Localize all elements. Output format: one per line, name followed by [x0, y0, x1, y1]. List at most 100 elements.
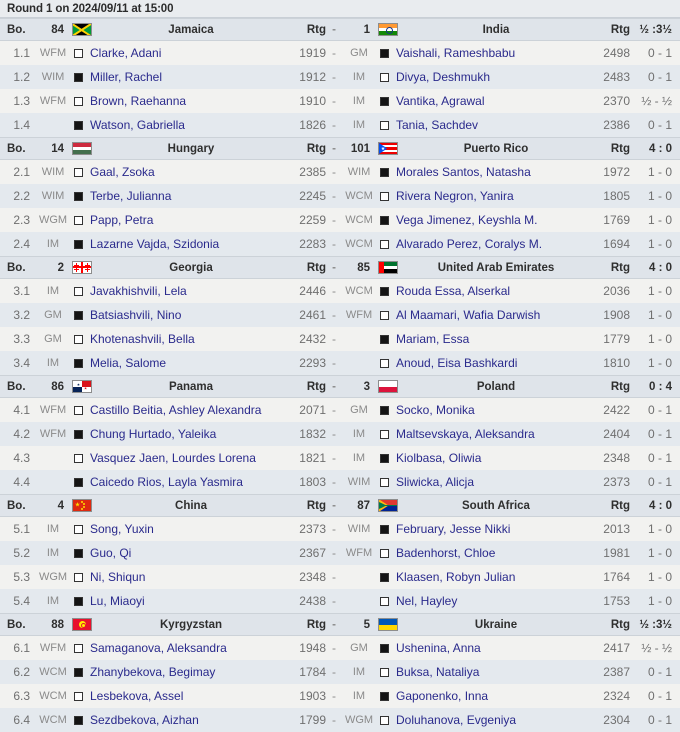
home-player-rating: 2446 [299, 284, 326, 298]
away-player-name[interactable]: Badenhorst, Chloe [396, 546, 496, 560]
away-player-title: GM [350, 404, 368, 416]
home-team-name[interactable]: Panama [168, 380, 214, 393]
away-player-name[interactable]: Rivera Negron, Yanira [396, 189, 514, 203]
board-number: 5.1 [13, 522, 30, 536]
home-player-title: WCM [39, 690, 67, 702]
home-team-rank: 2 [57, 261, 64, 274]
column-header-rtg-home: Rtg [306, 261, 326, 274]
home-player-name[interactable]: Song, Yuxin [90, 522, 154, 536]
away-team-name[interactable]: Poland [476, 380, 516, 393]
home-player-name[interactable]: Miller, Rachel [90, 70, 163, 84]
home-player-name[interactable]: Lesbekova, Assel [90, 689, 184, 703]
home-player-rating: 2293 [299, 356, 326, 370]
home-player-cell: 5.3 WGM Ni, Shiqun 2348- [0, 570, 342, 584]
home-player-name[interactable]: Gaal, Zsoka [90, 165, 155, 179]
away-player-name[interactable]: Gaponenko, Inna [396, 689, 489, 703]
away-player-name[interactable]: Vaishali, Rameshbabu [396, 46, 516, 60]
away-player-rating: 2483 [603, 70, 630, 84]
away-player-name[interactable]: Tania, Sachdev [396, 118, 479, 132]
home-player-cell: 4.1 WFM Castillo Beitia, Ashley Alexandra 2… [0, 403, 342, 417]
board-number: 6.3 [13, 689, 30, 703]
away-player-name[interactable]: Nel, Hayley [396, 594, 458, 608]
home-team-name[interactable]: Hungary [167, 142, 215, 155]
away-player-name[interactable]: February, Jesse Nikki [396, 522, 511, 536]
home-player-title: IM [46, 595, 60, 607]
away-team-name[interactable]: India [482, 23, 510, 36]
home-player-rating: 1803 [299, 475, 326, 489]
away-player-name[interactable]: Rouda Essa, Alserkal [396, 284, 511, 298]
away-player-name[interactable]: Klaasen, Robyn Julian [396, 570, 516, 584]
home-player-name[interactable]: Khotenashvili, Bella [90, 332, 195, 346]
home-player-title: WFM [39, 404, 67, 416]
home-player-rating: 1784 [299, 665, 326, 679]
home-team-name[interactable]: China [175, 499, 207, 512]
home-player-color-square [70, 334, 86, 344]
home-player-name[interactable]: Javakhishvili, Lela [90, 284, 187, 298]
column-header-dash: - [332, 618, 336, 631]
home-player-cell: 5.1 IM Song, Yuxin 2373- [0, 522, 342, 536]
home-team-name[interactable]: Georgia [169, 261, 213, 274]
away-player-name[interactable]: Alvarado Perez, Coralys M. [396, 237, 543, 251]
away-player-name[interactable]: Anoud, Eisa Bashkardi [396, 356, 518, 370]
board-row: 4.3 Vasquez Jaen, Lourdes Lorena 1821- IM Ki… [0, 446, 680, 470]
board-number: 2.1 [13, 165, 30, 179]
away-player-name[interactable]: Kiolbasa, Oliwia [396, 451, 482, 465]
home-player-name[interactable]: Clarke, Adani [90, 46, 162, 60]
away-player-rating: 1769 [603, 213, 630, 227]
away-player-rating: 1779 [603, 332, 630, 346]
home-player-name[interactable]: Vasquez Jaen, Lourdes Lorena [90, 451, 256, 465]
home-player-name[interactable]: Melia, Salome [90, 356, 167, 370]
away-player-rating: 1805 [603, 189, 630, 203]
home-player-name[interactable]: Lazarne Vajda, Szidonia [90, 237, 220, 251]
home-player-name[interactable]: Ni, Shiqun [90, 570, 146, 584]
home-player-rating: 2373 [299, 522, 326, 536]
home-player-name[interactable]: Chung Hurtado, Yaleika [90, 427, 217, 441]
home-team-name[interactable]: Kyrgyzstan [160, 618, 222, 631]
away-player-color-square [376, 548, 392, 558]
home-player-name[interactable]: Terbe, Julianna [90, 189, 172, 203]
home-player-cell: 2.1 WIM Gaal, Zsoka 2385- [0, 165, 342, 179]
away-team-name[interactable]: South Africa [462, 499, 530, 512]
away-team-name[interactable]: United Arab Emirates [437, 261, 555, 274]
home-player-rating: 2385 [299, 165, 326, 179]
home-player-name[interactable]: Zhanybekova, Begimay [90, 665, 216, 679]
away-player-name[interactable]: Mariam, Essa [396, 332, 470, 346]
away-player-name[interactable]: Vega Jimenez, Keyshla M. [396, 213, 538, 227]
away-player-name[interactable]: Doluhanova, Evgeniya [396, 713, 517, 727]
home-player-name[interactable]: Papp, Petra [90, 213, 154, 227]
home-team-name[interactable]: Jamaica [168, 23, 214, 36]
home-player-name[interactable]: Sezdbekova, Aizhan [90, 713, 199, 727]
home-player-color-square [70, 167, 86, 177]
away-player-color-square [376, 358, 392, 368]
away-player-name[interactable]: Ushenina, Anna [396, 641, 481, 655]
home-player-name[interactable]: Watson, Gabriella [90, 118, 185, 132]
away-player-name[interactable]: Vantika, Agrawal [396, 94, 485, 108]
away-player-name[interactable]: Maltsevskaya, Aleksandra [396, 427, 535, 441]
away-player-name[interactable]: Sliwicka, Alicja [396, 475, 475, 489]
home-player-name[interactable]: Caicedo Rios, Layla Yasmira [90, 475, 243, 489]
away-player-name[interactable]: Al Maamari, Wafia Darwish [396, 308, 541, 322]
away-player-title: IM [352, 119, 366, 131]
home-player-title: GM [44, 309, 62, 321]
home-player-name[interactable]: Guo, Qi [90, 546, 132, 560]
home-player-cell: 1.4 Watson, Gabriella 1826- [0, 118, 342, 132]
away-player-name[interactable]: Divya, Deshmukh [396, 70, 491, 84]
home-player-name[interactable]: Castillo Beitia, Ashley Alexandra [90, 403, 262, 417]
away-player-rating: 2304 [603, 713, 630, 727]
home-player-name[interactable]: Samaganova, Aleksandra [90, 641, 227, 655]
away-player-title: WCM [345, 214, 373, 226]
away-player-name[interactable]: Buksa, Nataliya [396, 665, 480, 679]
away-team-name[interactable]: Puerto Rico [463, 142, 529, 155]
away-team-name[interactable]: Ukraine [474, 618, 518, 631]
board-row: 4.1 WFM Castillo Beitia, Ashley Alexandra 2… [0, 398, 680, 422]
home-player-title: WIM [41, 166, 65, 178]
home-player-name[interactable]: Lu, Miaoyi [90, 594, 145, 608]
board-number: 2.4 [13, 237, 30, 251]
home-player-name[interactable]: Brown, Raehanna [90, 94, 187, 108]
away-player-name[interactable]: Morales Santos, Natasha [396, 165, 531, 179]
away-player-name[interactable]: Socko, Monika [396, 403, 475, 417]
home-player-name[interactable]: Batsiashvili, Nino [90, 308, 182, 322]
home-player-rating: 2071 [299, 403, 326, 417]
home-player-title: WCM [39, 666, 67, 678]
home-player-rating: 1919 [299, 46, 326, 60]
